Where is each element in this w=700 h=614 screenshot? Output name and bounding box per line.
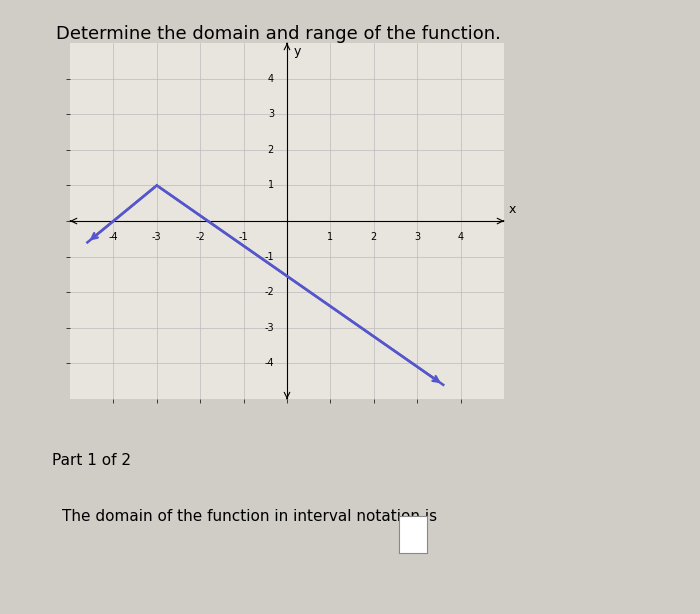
Text: 3: 3 [414, 231, 420, 242]
Text: 2: 2 [267, 145, 274, 155]
Text: -1: -1 [265, 252, 274, 262]
Text: 4: 4 [268, 74, 274, 84]
Text: -2: -2 [264, 287, 274, 297]
Text: Part 1 of 2: Part 1 of 2 [52, 453, 131, 468]
Text: The domain of the function in interval notation is: The domain of the function in interval n… [62, 510, 437, 524]
Text: -3: -3 [265, 323, 274, 333]
Text: 1: 1 [328, 231, 333, 242]
Text: -4: -4 [108, 231, 118, 242]
Text: 3: 3 [268, 109, 274, 119]
Text: 1: 1 [268, 181, 274, 190]
Text: -3: -3 [152, 231, 162, 242]
Text: Determine the domain and range of the function.: Determine the domain and range of the fu… [56, 25, 501, 42]
Text: -4: -4 [265, 359, 274, 368]
Text: 4: 4 [458, 231, 463, 242]
Text: 2: 2 [371, 231, 377, 242]
Text: -1: -1 [239, 231, 248, 242]
Text: x: x [508, 203, 516, 216]
Text: y: y [293, 45, 301, 58]
Text: -2: -2 [195, 231, 205, 242]
